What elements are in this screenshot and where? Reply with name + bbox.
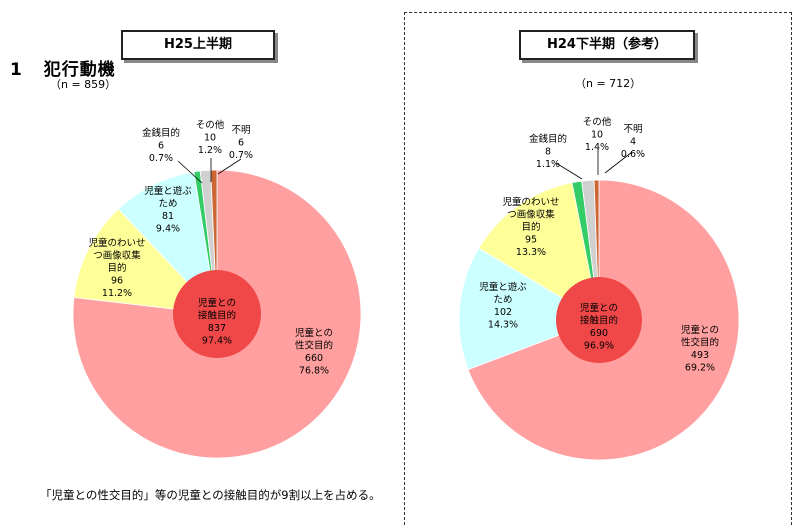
pie-0-label-3: 金銭目的 6 0.7% xyxy=(142,127,180,164)
pie-1-label-5-line: 4 xyxy=(630,137,636,148)
pie-1-leader-5 xyxy=(604,151,633,174)
pie-1-label-3-line: 金銭目的 xyxy=(529,133,567,145)
section-number: 1 xyxy=(10,60,23,80)
pie-0-label-1-line: 96 xyxy=(111,276,123,287)
pie-1-slice-2 xyxy=(478,182,600,321)
pie-0-label-2: 児童と遊ぶため 81 9.4% xyxy=(144,185,192,235)
pie-0-label-2-line: 児童と遊ぶ xyxy=(144,185,192,197)
pie-0-inner-label: 児童との接触目的 837 97.4% xyxy=(198,297,236,347)
pie-0-label-4-line: 10 xyxy=(204,133,216,144)
pie-0-label-4-line: その他 xyxy=(196,119,225,131)
pie-1-inner-label: 児童との接触目的 690 96.9% xyxy=(580,302,618,352)
pie-1-label-2-line: 児童のわいせ xyxy=(502,196,559,208)
pie-1-label-2-line: 目的 xyxy=(521,221,540,233)
pie-1-label-1-line: 102 xyxy=(494,307,512,318)
pie-1-label-2: 児童のわいせつ画像収集目的 95 13.3% xyxy=(502,196,559,258)
pie-1-label-1-line: ため xyxy=(493,295,512,306)
pie-1-label-0: 児童との性交目的 493 69.2% xyxy=(681,324,719,374)
pie-0-label-1-line: つ画像収集 xyxy=(93,250,141,262)
pie-0-label-5-line: 6 xyxy=(238,138,244,149)
pie-0-label-3-line: 金銭目的 xyxy=(142,127,180,139)
pie-0-inner-circle xyxy=(173,270,261,358)
section-title: 犯行動機 xyxy=(43,60,116,80)
right-period-title: H24下半期（参考） xyxy=(519,30,695,60)
pie-0-slice-1 xyxy=(73,208,219,315)
pie-1-label-1: 児童と遊ぶため 102 14.3% xyxy=(479,281,527,331)
pie-0-label-2-line: 9.4% xyxy=(156,224,180,235)
pie-0-leader-3 xyxy=(177,160,203,184)
pie-1-inner-label-line: 96.9% xyxy=(584,341,614,352)
pie-1-label-2-line: 13.3% xyxy=(516,247,546,258)
pie-1-inner-label-line: 児童との xyxy=(580,302,618,314)
pie-1-leader-3 xyxy=(555,162,583,180)
pie-1-label-1-line: 14.3% xyxy=(488,320,518,331)
pie-1-label-5: 不明 4 0.6% xyxy=(621,124,645,160)
pie-0-label-1-line: 11.2% xyxy=(102,288,132,299)
pie-1-label-5-line: 不明 xyxy=(623,124,642,135)
pie-0-leader-5 xyxy=(217,158,242,175)
pie-1-label-3-line: 1.1% xyxy=(536,159,560,170)
pie-0-inner-label-line: 接触目的 xyxy=(198,310,236,322)
pie-1-slice-1 xyxy=(458,247,600,371)
pie-1-inner-circle xyxy=(556,277,642,363)
pie-1-label-0-line: 性交目的 xyxy=(681,337,719,349)
left-n-label: （n = 859） xyxy=(50,78,117,91)
pie-1-label-0-line: 児童との xyxy=(681,324,719,336)
pie-0-inner-label-line: 児童との xyxy=(198,297,236,309)
pie-1-label-0-line: 69.2% xyxy=(685,363,715,374)
pie-0-label-5-line: 不明 xyxy=(231,125,250,136)
pie-0-label-2-line: 81 xyxy=(162,211,174,222)
pie-1-label-1-line: 児童と遊ぶ xyxy=(479,281,527,293)
pie-0-label-3-line: 6 xyxy=(158,141,164,152)
pie-0-inner-label-line: 97.4% xyxy=(202,336,232,347)
pie-1-label-3-line: 8 xyxy=(545,147,551,158)
pie-1-label-2-line: 95 xyxy=(525,235,537,246)
pie-1-label-4-line: 10 xyxy=(591,130,603,141)
pie-0-label-4: その他 10 1.2% xyxy=(196,119,225,156)
pie-0-label-0-line: 児童との xyxy=(295,327,333,339)
pie-0-label-5: 不明 6 0.7% xyxy=(229,125,253,161)
pie-1-label-0-line: 493 xyxy=(691,350,709,361)
left-period-title: H25上半期 xyxy=(121,30,275,60)
pie-0-label-0: 児童との性交目的 660 76.8% xyxy=(295,327,333,377)
pie-0-label-2-line: ため xyxy=(158,199,177,210)
pie-1-label-4-line: 1.4% xyxy=(585,142,609,153)
pie-0-label-3-line: 0.7% xyxy=(149,153,173,164)
pie-1-label-4-line: その他 xyxy=(583,116,612,128)
pie-1-inner-label-line: 690 xyxy=(590,328,608,339)
pie-1-label-5-line: 0.6% xyxy=(621,149,645,160)
right-n-label: （n = 712） xyxy=(575,77,642,90)
pie-1-inner-label-line: 接触目的 xyxy=(580,315,618,327)
pie-1-label-4: その他 10 1.4% xyxy=(583,116,612,153)
pie-0-label-5-line: 0.7% xyxy=(229,150,253,161)
pie-1-label-3: 金銭目的 8 1.1% xyxy=(529,133,567,170)
summary-note: 「児童との性交目的」等の児童との接触目的が9割以上を占める。 xyxy=(40,488,381,502)
pie-0-label-1-line: 目的 xyxy=(107,262,126,274)
pie-0-label-0-line: 76.8% xyxy=(299,366,329,377)
pie-0-label-0-line: 660 xyxy=(305,353,323,364)
pie-0-label-1-line: 児童のわいせ xyxy=(88,237,145,249)
reference-frame xyxy=(404,12,792,525)
section-heading: 1 犯行動機 xyxy=(10,55,116,80)
pie-0-inner-label-line: 837 xyxy=(208,323,226,334)
pie-1-label-2-line: つ画像収集 xyxy=(507,209,555,221)
pie-0-label-4-line: 1.2% xyxy=(198,145,222,156)
pie-0-label-1: 児童のわいせつ画像収集目的 96 11.2% xyxy=(88,237,145,299)
pie-0-label-0-line: 性交目的 xyxy=(295,340,333,352)
